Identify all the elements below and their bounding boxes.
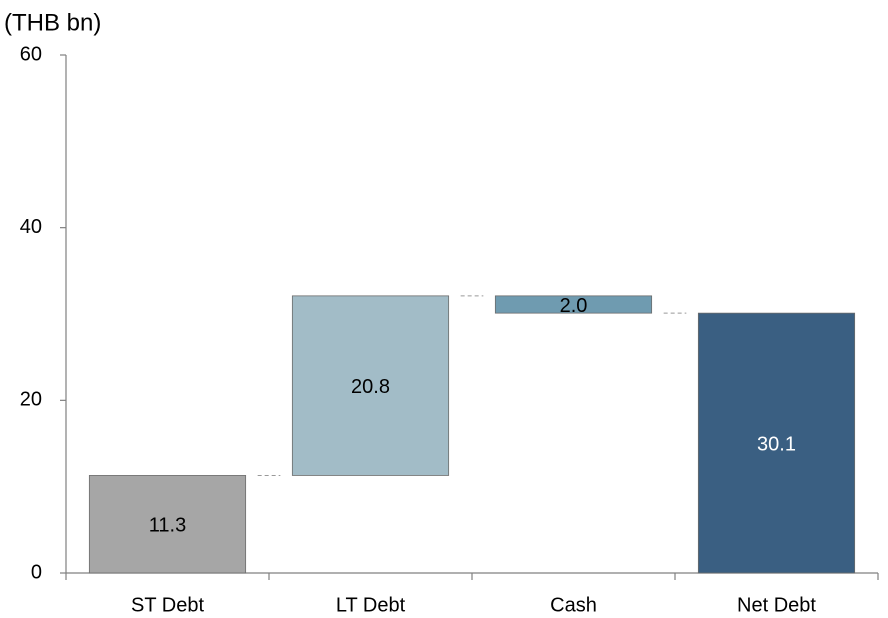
bar (88, 475, 247, 574)
chart-title: (THB bn) (4, 9, 101, 36)
x-tick-label: ST Debt (131, 594, 204, 616)
data-label: 30.1 (757, 433, 796, 455)
data-label: 20.8 (351, 376, 390, 398)
y-tick-label: 60 (20, 43, 42, 65)
bar (697, 312, 856, 574)
x-tick-label: Net Debt (737, 594, 816, 616)
x-tick-label: Cash (550, 594, 597, 616)
bar (494, 295, 653, 314)
y-tick-label: 40 (20, 216, 42, 238)
data-label: 11.3 (149, 515, 186, 537)
y-tick-label: 0 (31, 561, 42, 583)
x-tick-label: LT Debt (336, 594, 406, 616)
bar (291, 295, 450, 476)
data-label: 2.0 (560, 295, 588, 317)
y-tick-label: 20 (20, 389, 42, 411)
